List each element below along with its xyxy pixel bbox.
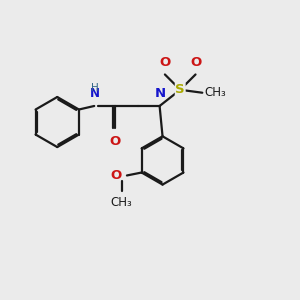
Text: CH₃: CH₃ bbox=[111, 196, 133, 209]
Text: H: H bbox=[91, 83, 99, 93]
Text: N: N bbox=[154, 86, 166, 100]
Text: O: O bbox=[110, 169, 122, 182]
Text: O: O bbox=[109, 134, 121, 148]
Text: CH₃: CH₃ bbox=[205, 86, 226, 99]
Text: N: N bbox=[90, 86, 100, 100]
Text: S: S bbox=[176, 83, 185, 96]
Text: O: O bbox=[190, 56, 201, 69]
Text: O: O bbox=[159, 56, 170, 69]
